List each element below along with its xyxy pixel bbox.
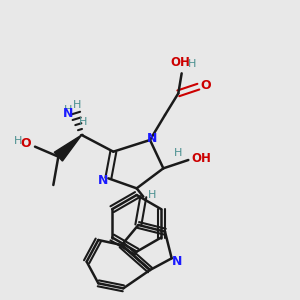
Polygon shape [54,135,82,161]
Text: N: N [146,132,157,145]
Text: H: H [79,117,88,127]
Text: O: O [200,80,211,92]
Text: H: H [148,190,156,200]
Text: N: N [98,173,109,187]
Text: OH: OH [170,56,190,69]
Text: N: N [63,107,73,120]
Text: N: N [172,255,182,268]
Text: H: H [14,136,22,146]
Text: H: H [188,59,196,69]
Text: H: H [73,100,81,110]
Text: O: O [20,137,31,151]
Text: H: H [173,148,182,158]
Text: H: H [64,105,72,115]
Text: OH: OH [191,152,211,165]
